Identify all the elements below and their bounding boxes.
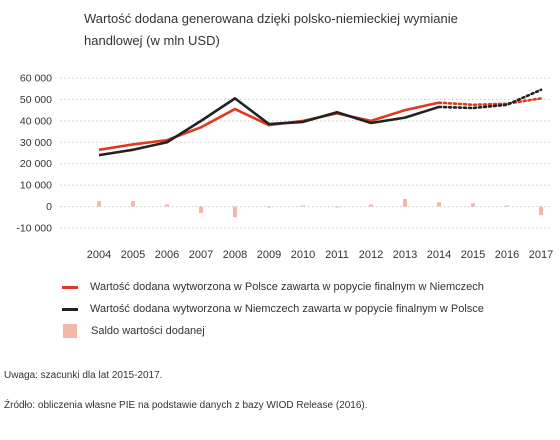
- legend-item-poland: Wartość dodana wytworzona w Polsce zawar…: [62, 276, 484, 298]
- x-tick-label: 2004: [87, 249, 111, 261]
- legend-swatch-red: [62, 285, 78, 289]
- y-tick-label: 50 000: [20, 94, 52, 106]
- y-axis-labels: -10 000 0 10 000 20 000 30 000 40 000 50 000 60…: [16, 73, 52, 235]
- chart-title: Wartość dodana generowana dzięki polsko-…: [84, 11, 458, 48]
- balance-bar: [335, 206, 339, 208]
- chart: -10 000 0 10 000 20 000 30 000 40 000 50 000 60…: [16, 73, 553, 262]
- balance-bar: [131, 201, 135, 207]
- balance-bar: [267, 206, 271, 208]
- y-tick-label: 10 000: [20, 180, 52, 192]
- legend-swatch-black: [62, 307, 78, 311]
- y-tick-label: 40 000: [20, 115, 52, 127]
- x-tick-label: 2010: [291, 249, 315, 261]
- x-tick-label: 2017: [529, 249, 553, 261]
- x-tick-label: 2005: [121, 249, 145, 261]
- balance-bar: [437, 202, 441, 207]
- x-tick-label: 2013: [393, 249, 417, 261]
- legend-label-germany: Wartość dodana wytworzona w Niemczech za…: [90, 303, 484, 315]
- legend-label-poland: Wartość dodana wytworzona w Polsce zawar…: [90, 281, 484, 293]
- y-tick-label: 20 000: [20, 158, 52, 170]
- balance-bar: [471, 203, 475, 207]
- x-axis-labels: 2004 2005 2006 2007 2008 2009 2010 2011 2012 2013…: [87, 249, 553, 261]
- balance-bar: [301, 205, 305, 207]
- y-tick-label: 30 000: [20, 137, 52, 149]
- x-tick-label: 2006: [155, 249, 179, 261]
- balance-bar: [369, 204, 373, 207]
- balance-bar: [403, 199, 407, 207]
- x-tick-label: 2007: [189, 249, 213, 261]
- balance-bar: [233, 206, 237, 218]
- x-tick-label: 2016: [495, 249, 519, 261]
- legend-item-germany: Wartość dodana wytworzona w Niemczech za…: [62, 298, 484, 320]
- x-tick-label: 2011: [325, 249, 349, 261]
- balance-bar: [505, 205, 509, 207]
- legend-item-balance: Saldo wartości dodanej: [62, 320, 484, 342]
- y-tick-label: 60 000: [20, 73, 52, 85]
- series-line-1: [98, 97, 440, 157]
- balance-bar: [199, 206, 203, 213]
- note-text: Uwaga: szacunki dla lat 2015-2017.: [4, 370, 163, 381]
- x-tick-label: 2014: [427, 249, 451, 261]
- y-tick-label: 0: [46, 201, 52, 213]
- balance-bar: [97, 201, 101, 207]
- y-tick-label: -10 000: [16, 223, 52, 235]
- series-estimate-line-1: [437, 88, 543, 110]
- x-tick-label: 2008: [223, 249, 247, 261]
- balance-bar: [539, 206, 543, 216]
- x-tick-label: 2012: [359, 249, 383, 261]
- source-text: Źródło: obliczenia własne PIE na podstaw…: [4, 400, 368, 411]
- legend-label-balance: Saldo wartości dodanej: [91, 325, 205, 337]
- x-tick-label: 2009: [257, 249, 281, 261]
- legend: Wartość dodana wytworzona w Polsce zawar…: [62, 276, 484, 342]
- series-estimate-line-0: [437, 97, 543, 107]
- balance-bar: [165, 204, 169, 207]
- balance-bars: [97, 199, 543, 218]
- x-tick-label: 2015: [461, 249, 485, 261]
- legend-swatch-pink: [63, 324, 77, 338]
- series-lines: [98, 88, 543, 157]
